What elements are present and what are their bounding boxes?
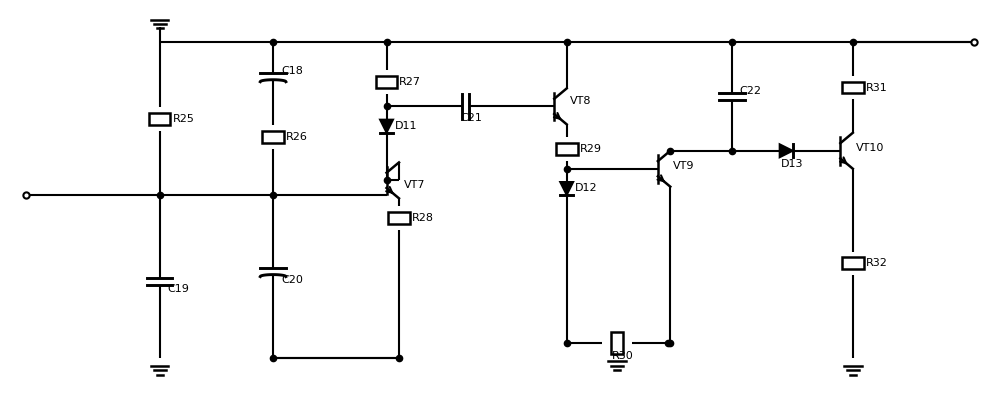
Text: C18: C18 <box>281 66 303 76</box>
Polygon shape <box>560 182 573 195</box>
Text: R30: R30 <box>612 351 634 361</box>
Bar <box>376 76 397 88</box>
Polygon shape <box>380 120 393 132</box>
Text: R31: R31 <box>866 83 887 93</box>
Text: VT7: VT7 <box>404 180 426 190</box>
Bar <box>611 332 623 354</box>
Bar <box>388 212 410 224</box>
Text: C22: C22 <box>740 85 762 95</box>
Text: R32: R32 <box>866 259 888 269</box>
Text: D13: D13 <box>781 159 804 168</box>
Bar <box>149 113 170 124</box>
Text: C19: C19 <box>168 284 189 294</box>
Text: VT8: VT8 <box>570 96 591 106</box>
Text: VT10: VT10 <box>856 143 884 153</box>
Text: R29: R29 <box>580 144 602 154</box>
Bar <box>556 143 578 155</box>
Bar <box>842 82 864 93</box>
Text: C21: C21 <box>461 113 482 123</box>
Text: R27: R27 <box>399 77 421 87</box>
Text: D12: D12 <box>575 183 597 193</box>
Text: R25: R25 <box>172 114 194 124</box>
Bar <box>262 131 284 143</box>
Text: D11: D11 <box>394 121 417 131</box>
Text: VT9: VT9 <box>673 161 695 171</box>
Text: R26: R26 <box>286 132 308 142</box>
Bar <box>842 257 864 269</box>
Polygon shape <box>780 144 793 157</box>
Text: R28: R28 <box>412 213 434 223</box>
Text: C20: C20 <box>281 275 303 285</box>
